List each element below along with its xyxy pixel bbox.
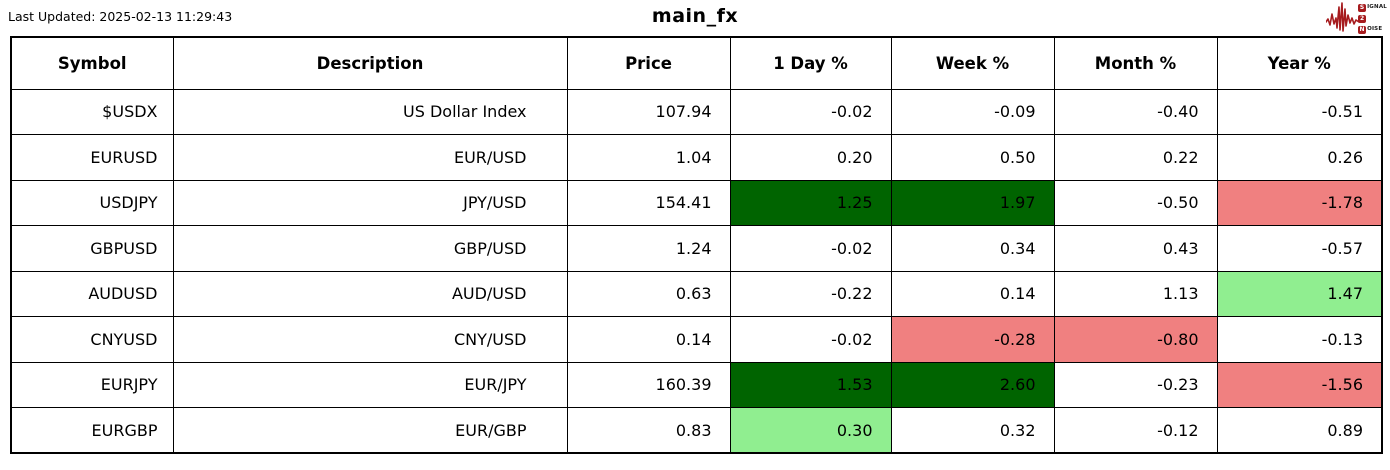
col-header-description: Description — [172, 36, 568, 90]
day-pct-cell: 0.30 — [729, 407, 892, 454]
year-pct-cell: -0.51 — [1216, 88, 1383, 135]
week-pct-cell: 2.60 — [890, 361, 1055, 408]
fx-table-body: $USDX US Dollar Index 107.94 -0.02 -0.09… — [10, 88, 1383, 454]
price-cell: 1.24 — [566, 225, 731, 272]
symbol-cell: USDJPY — [10, 179, 174, 226]
month-pct-cell: -0.40 — [1053, 88, 1218, 135]
description-cell: EUR/USD — [172, 134, 568, 181]
waveform-icon — [1325, 1, 1360, 37]
year-pct-cell: 0.26 — [1216, 134, 1383, 181]
header-row: Symbol Description Price 1 Day % Week % … — [10, 36, 1383, 90]
week-pct-cell: 0.34 — [890, 225, 1055, 272]
table-row-cnyusd: CNYUSD CNY/USD 0.14 -0.02 -0.28 -0.80 -0… — [10, 316, 1383, 363]
price-cell: 0.83 — [566, 407, 731, 454]
week-pct-cell: 0.50 — [890, 134, 1055, 181]
logo-badge-2: 2 — [1358, 15, 1367, 23]
month-pct-cell: 1.13 — [1053, 270, 1218, 317]
year-pct-cell: -0.13 — [1216, 316, 1383, 363]
price-cell: 0.14 — [566, 316, 731, 363]
table-row-usdx: $USDX US Dollar Index 107.94 -0.02 -0.09… — [10, 88, 1383, 135]
symbol-cell: AUDUSD — [10, 270, 174, 317]
table-row-eurusd: EURUSD EUR/USD 1.04 0.20 0.50 0.22 0.26 — [10, 134, 1383, 181]
page-title: main_fx — [651, 5, 739, 27]
col-header-symbol: Symbol — [10, 36, 174, 90]
col-header-week: Week % — [890, 36, 1055, 90]
price-cell: 154.41 — [566, 179, 731, 226]
day-pct-cell: 0.20 — [729, 134, 892, 181]
month-pct-cell: 0.22 — [1053, 134, 1218, 181]
week-pct-cell: 0.32 — [890, 407, 1055, 454]
col-header-price: Price — [566, 36, 731, 90]
week-pct-cell: 1.97 — [890, 179, 1055, 226]
logo-badge-s: S — [1358, 4, 1367, 12]
logo-text-oise: OISE — [1367, 26, 1383, 33]
day-pct-cell: -0.02 — [729, 316, 892, 363]
top-bar: Last Updated: 2025-02-13 11:29:43 main_f… — [0, 0, 1390, 36]
day-pct-cell: -0.02 — [729, 88, 892, 135]
month-pct-cell: 0.43 — [1053, 225, 1218, 272]
col-header-month: Month % — [1053, 36, 1218, 90]
symbol-cell: $USDX — [10, 88, 174, 135]
description-cell: AUD/USD — [172, 270, 568, 317]
month-pct-cell: -0.12 — [1053, 407, 1218, 454]
price-cell: 160.39 — [566, 361, 731, 408]
last-updated-text: Last Updated: 2025-02-13 11:29:43 — [8, 9, 233, 24]
table-row-eurgbp: EURGBP EUR/GBP 0.83 0.30 0.32 -0.12 0.89 — [10, 407, 1383, 454]
description-cell: US Dollar Index — [172, 88, 568, 135]
description-cell: CNY/USD — [172, 316, 568, 363]
table-row-audusd: AUDUSD AUD/USD 0.63 -0.22 0.14 1.13 1.47 — [10, 270, 1383, 317]
description-cell: GBP/USD — [172, 225, 568, 272]
logo-text-ignal: IGNAL — [1367, 4, 1387, 11]
year-pct-cell: -1.56 — [1216, 361, 1383, 408]
price-cell: 107.94 — [566, 88, 731, 135]
year-pct-cell: -1.78 — [1216, 179, 1383, 226]
year-pct-cell: 0.89 — [1216, 407, 1383, 454]
price-cell: 1.04 — [566, 134, 731, 181]
col-header-year: Year % — [1216, 36, 1383, 90]
symbol-cell: EURUSD — [10, 134, 174, 181]
week-pct-cell: -0.28 — [890, 316, 1055, 363]
symbol-cell: EURGBP — [10, 407, 174, 454]
symbol-cell: CNYUSD — [10, 316, 174, 363]
table-row-usdjpy: USDJPY JPY/USD 154.41 1.25 1.97 -0.50 -1… — [10, 179, 1383, 226]
month-pct-cell: -0.50 — [1053, 179, 1218, 226]
logo-wordmark: S IGNAL 2 N OISE — [1358, 4, 1387, 35]
day-pct-cell: 1.53 — [729, 361, 892, 408]
year-pct-cell: -0.57 — [1216, 225, 1383, 272]
signal2noise-logo: S IGNAL 2 N OISE — [1325, 1, 1387, 37]
symbol-cell: GBPUSD — [10, 225, 174, 272]
logo-badge-n: N — [1358, 26, 1367, 34]
description-cell: EUR/GBP — [172, 407, 568, 454]
week-pct-cell: -0.09 — [890, 88, 1055, 135]
month-pct-cell: -0.80 — [1053, 316, 1218, 363]
year-pct-cell: 1.47 — [1216, 270, 1383, 317]
day-pct-cell: -0.02 — [729, 225, 892, 272]
price-cell: 0.63 — [566, 270, 731, 317]
day-pct-cell: 1.25 — [729, 179, 892, 226]
fx-table: Symbol Description Price 1 Day % Week % … — [10, 36, 1383, 454]
fx-dashboard-page: Last Updated: 2025-02-13 11:29:43 main_f… — [0, 0, 1390, 454]
week-pct-cell: 0.14 — [890, 270, 1055, 317]
table-row-gbpusd: GBPUSD GBP/USD 1.24 -0.02 0.34 0.43 -0.5… — [10, 225, 1383, 272]
day-pct-cell: -0.22 — [729, 270, 892, 317]
col-header-1day: 1 Day % — [729, 36, 892, 90]
symbol-cell: EURJPY — [10, 361, 174, 408]
description-cell: JPY/USD — [172, 179, 568, 226]
month-pct-cell: -0.23 — [1053, 361, 1218, 408]
description-cell: EUR/JPY — [172, 361, 568, 408]
table-row-eurjpy: EURJPY EUR/JPY 160.39 1.53 2.60 -0.23 -1… — [10, 361, 1383, 408]
fx-table-header: Symbol Description Price 1 Day % Week % … — [10, 36, 1383, 90]
